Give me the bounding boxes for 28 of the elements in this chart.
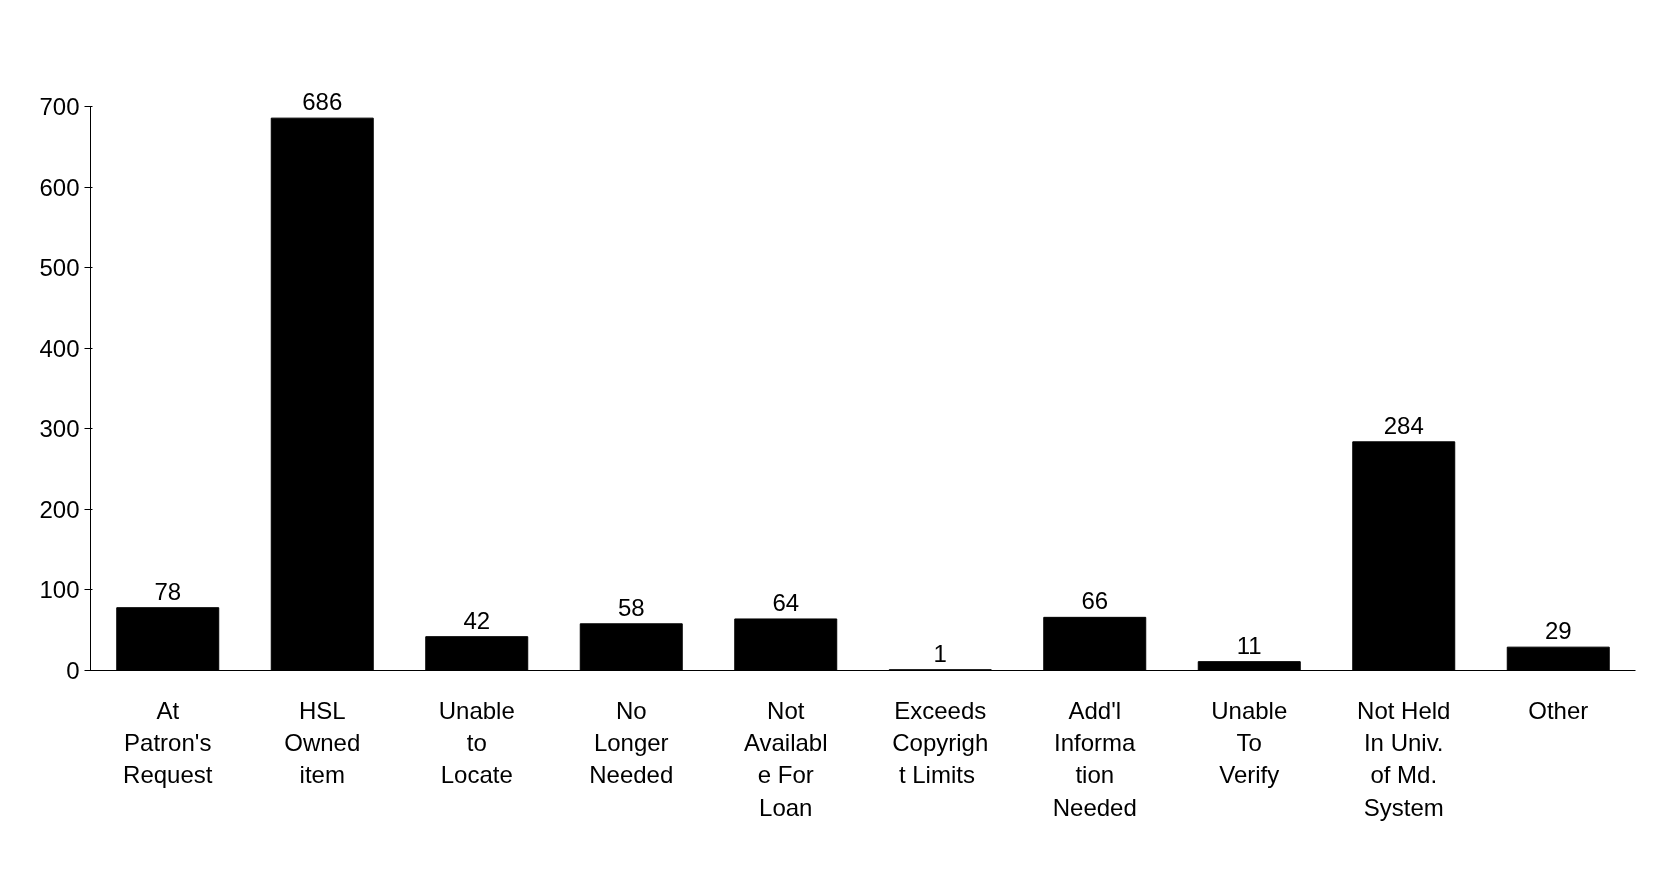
data-label: 284	[1383, 411, 1424, 439]
x-tick-label: Exceeds Copyrigh t Limits	[892, 696, 989, 789]
x-tick-label: Other	[1528, 696, 1589, 724]
y-tick-label: 200	[39, 495, 80, 523]
x-tick-label: Add'l Informa tion Needed	[1052, 696, 1137, 821]
x-tick-label: Unable To Verify	[1211, 696, 1288, 789]
data-label: 29	[1544, 617, 1572, 645]
y-tick-label: 100	[39, 576, 80, 604]
data-label: 66	[1081, 587, 1109, 615]
data-label: 58	[617, 593, 645, 621]
data-label: 64	[772, 588, 800, 616]
x-tick-label: Not Availabl e For Loan	[743, 696, 828, 821]
x-tick-label: No Longer Needed	[589, 696, 674, 789]
x-tick-label: Not Held In Univ. of Md. System	[1357, 696, 1451, 821]
y-tick-label: 300	[39, 415, 80, 443]
data-label: 11	[1236, 631, 1262, 659]
data-label: 686	[302, 88, 343, 116]
x-tick-label: HSL Owned item	[284, 696, 361, 789]
y-tick-label: 0	[66, 657, 80, 684]
y-tick-label: 400	[39, 334, 80, 362]
y-tick-label: 700	[39, 93, 80, 121]
y-tick-label: 500	[39, 254, 80, 282]
x-tick-label: At Patron's Request	[123, 696, 213, 789]
data-label: 1	[933, 639, 947, 667]
data-label: 78	[154, 577, 182, 605]
x-tick-label: Unable to Locate	[438, 696, 515, 789]
data-label: 42	[463, 606, 491, 634]
y-tick-label: 600	[39, 173, 80, 201]
